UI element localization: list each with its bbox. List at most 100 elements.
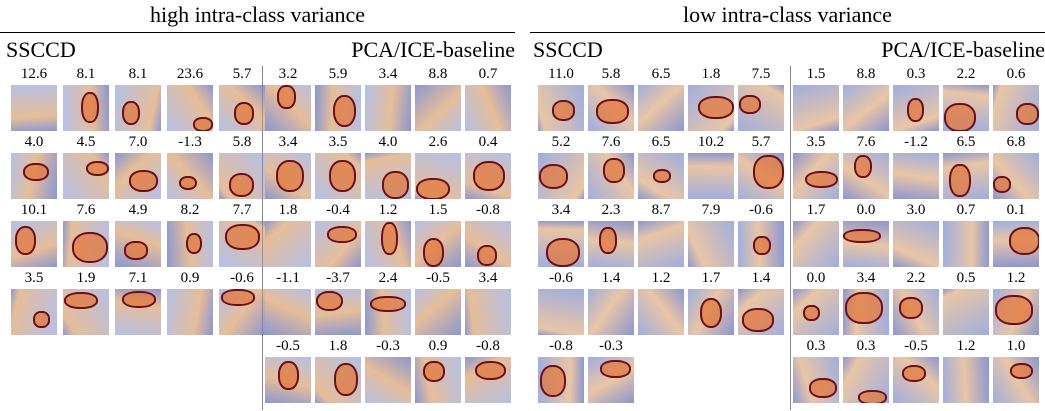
score: 1.4 xyxy=(737,270,785,287)
score: 8.1 xyxy=(114,66,162,83)
thumbnail xyxy=(793,357,839,403)
thumbnail xyxy=(11,221,57,267)
thumbnail xyxy=(793,85,839,131)
highlight-region xyxy=(599,227,616,254)
highlight-region xyxy=(600,360,631,378)
thumbnail xyxy=(315,357,361,403)
group-label: SSCCD xyxy=(533,37,603,63)
thumbnail xyxy=(638,153,684,199)
highlight-region xyxy=(416,178,450,200)
thumbnail xyxy=(465,85,511,131)
thumbnail xyxy=(688,221,734,267)
highlight-region xyxy=(316,291,343,312)
thumbnail xyxy=(415,289,461,335)
thumbnail xyxy=(315,221,361,267)
score: 7.5 xyxy=(737,66,785,83)
score: 1.9 xyxy=(62,270,110,287)
highlight-region xyxy=(473,161,506,191)
highlight-region xyxy=(753,236,770,255)
score: 12.6 xyxy=(10,66,58,83)
thumbnail xyxy=(688,153,734,199)
thumbnail xyxy=(415,85,461,131)
score: 2.6 xyxy=(414,134,462,151)
highlight-region xyxy=(122,101,140,125)
thumbnail xyxy=(315,289,361,335)
score: 7.9 xyxy=(687,202,735,219)
thumbnail xyxy=(11,289,57,335)
thumbnail xyxy=(167,153,213,199)
highlight-region xyxy=(902,365,926,382)
thumbnail xyxy=(365,85,411,131)
score: 1.8 xyxy=(264,202,312,219)
score: 7.6 xyxy=(842,134,890,151)
score: -0.8 xyxy=(464,338,512,355)
highlight-region xyxy=(278,361,299,390)
score: 0.3 xyxy=(842,338,890,355)
thumbnail xyxy=(11,85,57,131)
highlight-region xyxy=(382,171,409,199)
thumbnail xyxy=(115,153,161,199)
highlight-region xyxy=(1010,363,1033,379)
score: -0.4 xyxy=(314,202,362,219)
thumbnail xyxy=(265,85,311,131)
score: 3.5 xyxy=(792,134,840,151)
thumbnail xyxy=(638,85,684,131)
highlight-region xyxy=(329,160,356,192)
score: 0.3 xyxy=(892,66,940,83)
score: 3.4 xyxy=(364,66,412,83)
thumbnail xyxy=(793,221,839,267)
thumbnail xyxy=(265,357,311,403)
highlight-region xyxy=(234,102,254,124)
score: -0.6 xyxy=(218,270,266,287)
highlight-region xyxy=(72,232,108,263)
highlight-region xyxy=(186,233,202,254)
highlight-region xyxy=(334,363,358,396)
thumbnail xyxy=(893,85,939,131)
score: 0.0 xyxy=(792,270,840,287)
thumbnail xyxy=(219,289,265,335)
score: 2.3 xyxy=(587,202,635,219)
score: 0.7 xyxy=(464,66,512,83)
highlight-region xyxy=(845,292,882,324)
thumbnail xyxy=(738,221,784,267)
panel-title: high intra-class variance xyxy=(0,2,515,28)
highlight-region xyxy=(700,298,723,328)
score: 0.1 xyxy=(992,202,1040,219)
thumbnail xyxy=(638,289,684,335)
score: -0.8 xyxy=(464,202,512,219)
score: 1.5 xyxy=(414,202,462,219)
thumbnail xyxy=(465,221,511,267)
highlight-region xyxy=(552,100,575,121)
score: 8.7 xyxy=(637,202,685,219)
thumbnail xyxy=(738,289,784,335)
score: 0.5 xyxy=(942,270,990,287)
highlight-region xyxy=(333,95,356,128)
score: -0.3 xyxy=(364,338,412,355)
score: 1.8 xyxy=(687,66,735,83)
score: 1.8 xyxy=(314,338,362,355)
highlight-region xyxy=(539,164,569,189)
score: 0.4 xyxy=(464,134,512,151)
score: 8.2 xyxy=(166,202,214,219)
thumbnail xyxy=(588,357,634,403)
thumbnail xyxy=(167,85,213,131)
highlight-region xyxy=(949,164,970,197)
highlight-region xyxy=(81,92,99,124)
score: 7.7 xyxy=(218,202,266,219)
score: 0.9 xyxy=(414,338,462,355)
score: 1.5 xyxy=(792,66,840,83)
highlight-region xyxy=(596,99,628,124)
thumbnail xyxy=(219,221,265,267)
thumbnail xyxy=(843,221,889,267)
highlight-region xyxy=(944,103,975,131)
score: -0.6 xyxy=(737,202,785,219)
thumbnail xyxy=(588,153,634,199)
thumbnail xyxy=(315,85,361,131)
score: 7.1 xyxy=(114,270,162,287)
thumbnail xyxy=(538,153,584,199)
highlight-region xyxy=(803,305,819,322)
score: 5.8 xyxy=(218,134,266,151)
thumbnail xyxy=(538,85,584,131)
thumbnail xyxy=(465,357,511,403)
highlight-region xyxy=(843,229,881,243)
